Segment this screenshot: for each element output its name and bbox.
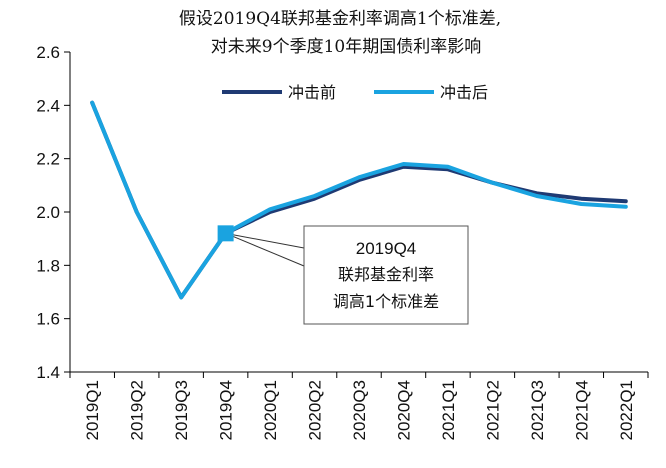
x-tick-label: 2019Q2 [128, 380, 147, 441]
x-tick-label: 2022Q1 [617, 380, 636, 441]
annotation: 2019Q4 联邦基金利率 调高1个标准差 [217, 225, 469, 325]
x-tick-label: 2021Q2 [483, 380, 502, 441]
x-tick-label: 2020Q3 [350, 380, 369, 441]
x-tick-label: 2021Q4 [572, 380, 591, 441]
y-tick-label: 1.8 [36, 256, 60, 275]
series-layer [90, 100, 628, 300]
y-tick-label: 1.6 [36, 310, 60, 329]
annotation-line-1: 联邦基金利率 [338, 265, 434, 284]
annotation-box [303, 225, 469, 325]
annotation-line-2: 调高1个标准差 [333, 292, 439, 311]
legend-label-series-2: 冲击后 [440, 83, 488, 102]
chart-subtitle: 对未来9个季度10年期国债利率影响 [211, 37, 481, 57]
y-tick-label: 2.6 [36, 43, 60, 62]
x-tick-label: 2019Q4 [217, 380, 236, 441]
annotation-leader-line [225, 232, 305, 249]
annotation-title: 2019Q4 [356, 239, 417, 258]
annotation-marker [217, 225, 234, 242]
x-axis: 2019Q1 2019Q2 2019Q3 2019Q4 2020Q1 2020Q2 2020… [69, 371, 649, 441]
legend: 冲击前 冲击后 [222, 83, 488, 102]
series-line-2 [90, 100, 628, 300]
y-axis: 1.4 1.6 1.8 2.0 2.2 2.4 2.6 [36, 43, 71, 382]
x-tick-label: 2021Q1 [439, 380, 458, 441]
chart-title: 假设2019Q4联邦基金利率调高1个标准差, [179, 9, 501, 29]
legend-label-series-1: 冲击前 [288, 83, 336, 102]
x-tick-label: 2019Q1 [83, 380, 102, 441]
x-tick-label: 2020Q1 [261, 380, 280, 441]
y-tick-label: 2.0 [36, 203, 60, 222]
y-tick-label: 2.4 [36, 96, 60, 115]
x-tick-label: 2020Q4 [394, 380, 413, 441]
x-tick-label: 2021Q3 [528, 380, 547, 441]
x-tick-label: 2020Q2 [306, 380, 325, 441]
y-tick-label: 1.4 [36, 363, 60, 382]
x-tick-label: 2019Q3 [172, 380, 191, 441]
annotation-leader-line [225, 232, 305, 267]
y-tick-label: 2.2 [36, 150, 60, 169]
